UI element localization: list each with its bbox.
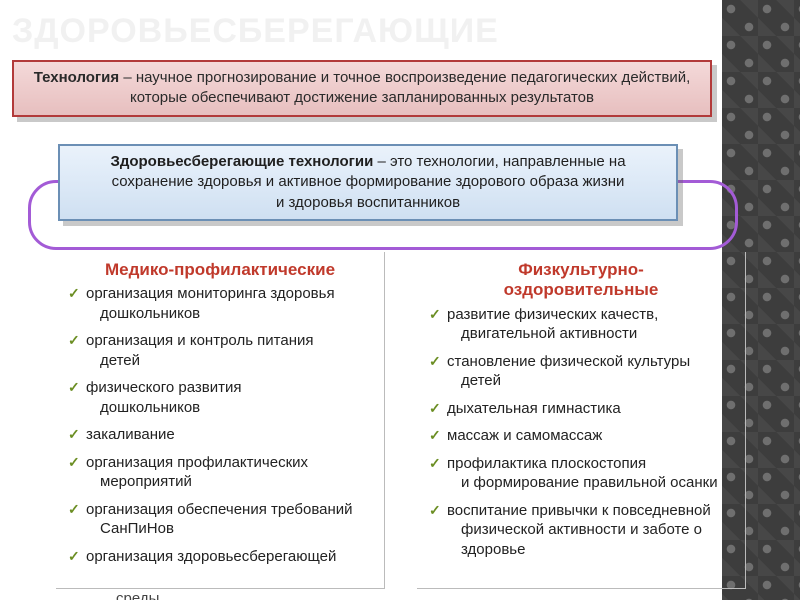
list-item-subline: детей (447, 371, 735, 391)
panel-title-line: Физкультурно- (518, 260, 644, 279)
panel-list: организация мониторинга здоровьядошкольн… (66, 284, 374, 566)
list-item: профилактика плоскостопияи формирование … (427, 454, 735, 493)
definition-text: – научное прогнозирование и точное воспр… (119, 69, 690, 106)
list-item: физического развитиядошкольников (66, 378, 374, 417)
panel-title: Физкультурно- оздоровительные (427, 260, 735, 301)
list-item-subline: СанПиНов (86, 519, 374, 539)
panel-title: Медико-профилактические (66, 260, 374, 280)
list-item: дыхательная гимнастика (427, 399, 735, 419)
list-item: закаливание (66, 425, 374, 445)
list-item: организация здоровьесберегающей (66, 547, 374, 567)
list-item: развитие физических качеств,двигательной… (427, 305, 735, 344)
list-item: организация и контроль питаниядетей (66, 331, 374, 370)
list-item: организация профилактическихмероприятий (66, 453, 374, 492)
overflow-text: среды (116, 590, 159, 600)
list-item: массаж и самомассаж (427, 426, 735, 446)
list-item-subline: детей (86, 351, 374, 371)
definition-text-line2: и здоровья воспитанников (276, 194, 460, 211)
list-item: организация мониторинга здоровьядошкольн… (66, 284, 374, 323)
list-item-subline: мероприятий (86, 472, 374, 492)
list-item-subline: двигательной активности (447, 324, 735, 344)
definition-term: Здоровьесберегающие технологии (110, 153, 377, 170)
list-item-subline: и формирование правильной осанки (447, 473, 735, 493)
panel-title-line: оздоровительные (504, 280, 659, 299)
panel-physical: Физкультурно- оздоровительные развитие ф… (417, 252, 746, 589)
definition-box-technology: Технология – научное прогнозирование и т… (12, 60, 712, 117)
list-item: организация обеспечения требованийСанПиН… (66, 500, 374, 539)
list-item-subline: дошкольников (86, 304, 374, 324)
definition-box-health-tech: Здоровьесберегающие технологии – это тех… (58, 144, 678, 221)
list-item: становление физической культурыдетей (427, 352, 735, 391)
list-item-subline: дошкольников (86, 398, 374, 418)
panel-list: развитие физических качеств,двигательной… (427, 305, 735, 560)
list-item: воспитание привычки к повседневнойфизиче… (427, 501, 735, 560)
columns-wrapper: Медико-профилактические организация мони… (56, 252, 746, 589)
watermark-title: ЗДОРОВЬЕСБЕРЕГАЮЩИЕ (12, 12, 499, 51)
list-item-subline: физической активности и заботе о здоровь… (447, 520, 735, 559)
definition-term: Технология (34, 69, 119, 86)
panel-medical: Медико-профилактические организация мони… (56, 252, 385, 589)
